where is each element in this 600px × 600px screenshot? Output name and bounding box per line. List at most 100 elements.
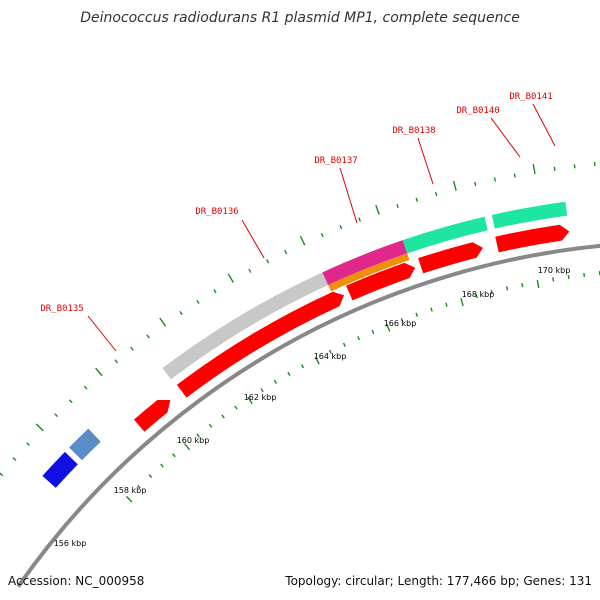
outer-tick	[35, 423, 44, 432]
outer-tick	[146, 334, 150, 339]
inner-tick	[208, 423, 213, 428]
outer-tick	[95, 367, 103, 377]
outer-tick	[358, 217, 361, 222]
outer-tick	[0, 472, 4, 477]
inner-tick	[490, 289, 493, 295]
accession-text: Accession: NC_000958	[8, 574, 145, 588]
inner-tick	[171, 453, 176, 458]
gene-label: DR_B0141	[509, 92, 552, 102]
outer-tick	[474, 181, 477, 186]
inner-tick	[287, 371, 291, 377]
outer-tick	[266, 259, 270, 264]
outer-tick-ring	[0, 162, 596, 477]
gene-label-leader	[339, 167, 358, 224]
gene-label-leader	[532, 103, 556, 147]
outer-tick	[26, 442, 30, 447]
gene-labels: DR_B0135 DR_B0136 DR_B0137 DR_B0138 DR_B0140…	[40, 92, 556, 352]
inner-tick	[196, 433, 200, 438]
gene-label-leader	[241, 219, 265, 259]
cds-arrow	[346, 262, 416, 301]
gene-feature-magenta	[322, 240, 408, 286]
outer-tick	[213, 289, 217, 294]
gene-label: DR_B0138	[392, 126, 435, 136]
inner-tick	[234, 405, 238, 410]
cds-arrow	[176, 291, 345, 398]
gene-feature-gray	[162, 272, 329, 380]
inner-tick	[400, 318, 404, 323]
outer-tick	[179, 310, 183, 316]
inner-tick	[300, 364, 305, 369]
inner-tick	[475, 293, 478, 299]
outer-tick	[227, 273, 234, 283]
inner-tick	[137, 484, 141, 489]
gene-feature-steelblue	[69, 428, 101, 461]
inner-tick	[505, 286, 509, 291]
outer-tick	[320, 232, 324, 238]
outer-tick	[12, 457, 17, 461]
outer-tick	[415, 197, 419, 202]
outer-tick	[83, 385, 88, 390]
gene-feature-teal	[402, 216, 488, 254]
gene-label-leader	[490, 117, 521, 158]
inner-tick	[221, 414, 225, 419]
inner-tick	[328, 349, 332, 354]
outer-tick	[248, 268, 252, 273]
kbp-label: 168 kbp	[462, 290, 495, 299]
inner-tick	[415, 312, 419, 317]
backbone-ring	[16, 244, 600, 588]
outer-tick	[159, 317, 167, 327]
gene-label: DR_B0140	[456, 106, 499, 116]
inner-tick	[567, 274, 570, 280]
inner-tick	[445, 302, 448, 307]
outer-tick	[375, 204, 380, 215]
inner-tick	[247, 396, 253, 405]
outer-tick	[130, 346, 134, 351]
kbp-label: 156 kbp	[54, 539, 87, 548]
outer-tick	[114, 359, 119, 364]
outer-tick	[553, 166, 556, 171]
outer-tick	[339, 225, 343, 230]
kbp-label: 164 kbp	[314, 352, 347, 361]
gene-label-leader	[417, 137, 434, 185]
outer-tick	[452, 180, 457, 191]
cds-arrow	[418, 242, 483, 274]
inner-tick	[460, 298, 464, 307]
cds-arrow	[133, 399, 171, 432]
inner-tick	[125, 495, 133, 503]
inner-tick	[357, 336, 361, 341]
cds-arrow	[495, 224, 570, 253]
outer-tick	[532, 163, 536, 175]
kbp-label: 160 kbp	[177, 436, 210, 445]
inner-tick	[386, 323, 391, 332]
inner-tick	[273, 379, 278, 385]
inner-tick	[371, 329, 375, 335]
kbp-label: 158 kbp	[114, 486, 147, 495]
gene-label: DR_B0135	[40, 304, 83, 314]
outer-tick	[299, 235, 306, 246]
backbone-circle	[16, 244, 600, 588]
gene-features	[42, 201, 570, 488]
kbp-label: 170 kbp	[538, 266, 571, 275]
inner-tick	[160, 463, 164, 468]
gene-label: DR_B0137	[314, 156, 357, 166]
topology-summary: Topology: circular; Length: 177,466 bp; …	[285, 574, 592, 588]
outer-tick	[284, 250, 288, 255]
kbp-label: 166 kbp	[384, 319, 417, 328]
gene-feature-teal	[491, 201, 568, 229]
outer-tick	[396, 203, 399, 209]
map-title: Deinococcus radiodurans R1 plasmid MP1, …	[80, 10, 520, 26]
inner-tick	[184, 443, 191, 451]
outer-tick	[513, 173, 516, 178]
gene-feature-blue	[42, 451, 78, 488]
gene-label-leader	[87, 315, 117, 352]
inner-tick	[314, 356, 320, 365]
outer-tick	[54, 413, 59, 418]
gene-feature-orange	[328, 253, 410, 292]
outer-tick	[493, 177, 497, 182]
kbp-label: 162 kbp	[244, 393, 277, 402]
inner-tick	[430, 307, 433, 312]
inner-tick	[260, 388, 264, 393]
inner-tick-ring	[125, 271, 600, 503]
inner-tick	[536, 279, 540, 289]
